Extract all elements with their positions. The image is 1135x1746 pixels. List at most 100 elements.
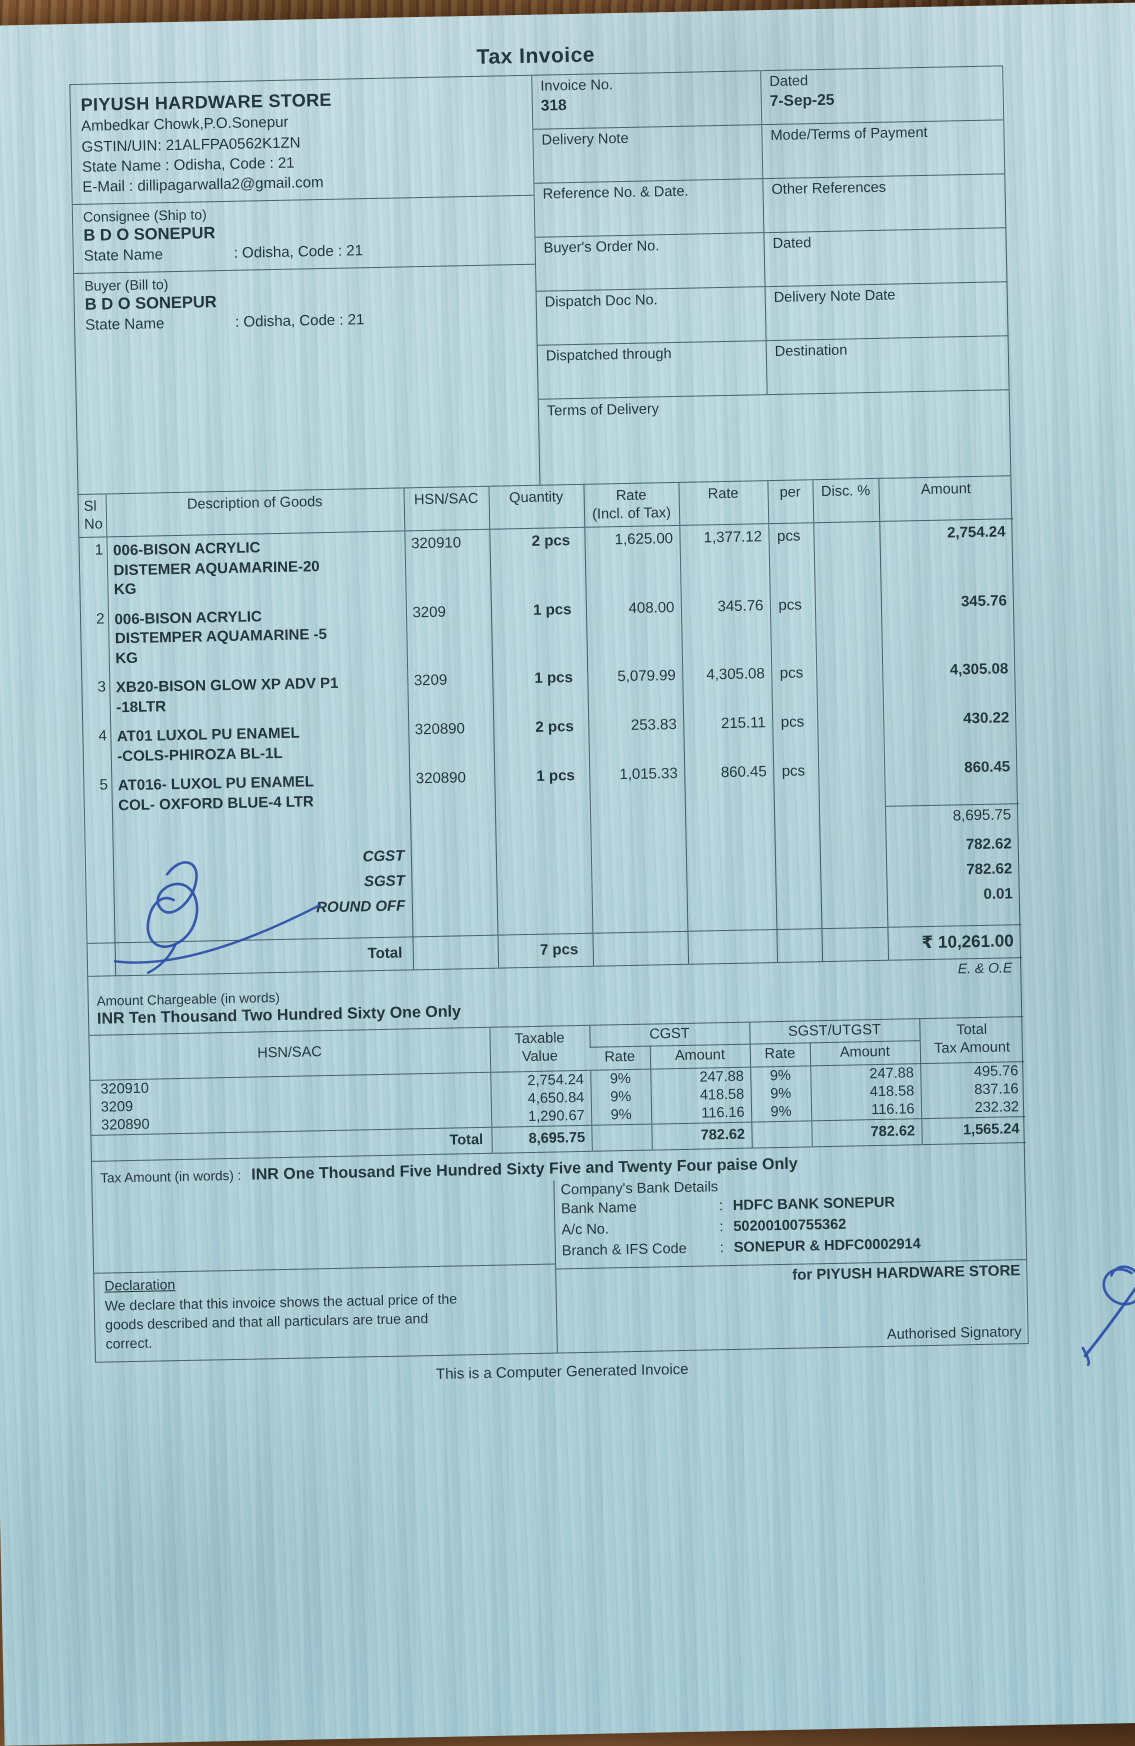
item-amount: 345.76 [881,588,1016,659]
colon: : [719,1196,733,1217]
colon: : [720,1238,734,1259]
tax-col-cgst-amount: Amount [650,1044,750,1068]
dated-value: 7-Sep-25 [770,88,995,111]
tax-cgst-rate: 9% [590,1069,650,1089]
tax-total-amount: 1,565.24 [921,1116,1026,1144]
tax-sgst-rate: 9% [751,1084,811,1103]
tax-summary-table: HSN/SAC Taxable Value CGST SGST/UTGST To… [89,1016,1025,1162]
item-per: pcs [773,758,819,808]
item-quantity: 1 pcs [494,763,590,814]
tax-total: 837.16 [920,1080,1024,1100]
item-quantity: 1 pcs [491,597,587,667]
item-per: pcs [768,523,814,593]
delivery-note-date-cell: Delivery Note Date [766,282,1008,340]
meta-row: Invoice No. 318 Dated 7-Sep-25 [532,66,1003,129]
branch-ifs-value: SONEPUR & HDFC0002914 [734,1234,921,1259]
bank-column: Company's Bank Details Bank Name : HDFC … [554,1171,1027,1352]
pen-signature-bottom [1057,1230,1135,1367]
tax-total-taxable: 8,695.75 [491,1125,592,1153]
sgst-amount: 782.62 [886,858,1020,886]
item-rate: 1,377.12 [679,524,769,595]
branch-ifs-label: Branch & IFS Code [562,1238,720,1262]
tax-cgst-amount: 418.58 [651,1085,751,1105]
tax-cgst-rate: 9% [591,1087,651,1106]
item-sl: 5 [84,773,112,823]
item-amount: 860.45 [884,754,1019,806]
consignee-block: Consignee (Ship to) B D O SONEPUR State … [73,196,535,274]
tax-total-cgst: 782.62 [651,1122,752,1150]
delivery-note-cell: Delivery Note [533,125,763,183]
col-amount: Amount [878,476,1013,521]
tax-sgst-amount: 247.88 [810,1063,920,1084]
item-amount: 2,754.24 [879,519,1014,591]
item-hsn: 320890 [409,765,495,816]
declaration-text: We declare that this invoice shows the a… [105,1288,547,1354]
item-description: AT016- LUXOL PU ENAMEL COL- OXFORD BLUE-… [111,767,410,822]
item-rate-incl: 1,625.00 [584,526,680,597]
dispatched-through-cell: Dispatched through [538,341,768,399]
tax-cgst-amount: 247.88 [650,1067,750,1088]
tax-taxable: 2,754.24 [490,1070,590,1091]
item-rate-incl: 408.00 [586,595,682,665]
item-rate-incl: 253.83 [588,712,684,763]
item-rate: 4,305.08 [682,661,772,712]
destination-cell: Destination [767,336,1009,394]
tax-taxable: 4,650.84 [491,1088,591,1108]
meta-row: Dispatched through Destination [538,336,1009,399]
item-sl: 4 [83,724,111,774]
total-quantity: 7 pcs [497,933,593,968]
meta-row: Reference No. & Date. Other References [534,174,1005,237]
item-per: pcs [771,660,817,710]
col-hsn: HSN/SAC [403,487,489,531]
tax-col-sgst-rate: Rate [750,1043,810,1067]
item-quantity: 2 pcs [493,714,589,765]
tax-sgst-rate: 9% [751,1102,811,1122]
item-hsn: 320890 [408,716,494,767]
col-per: per [767,480,813,524]
item-description: XB20-BISON GLOW XP ADV P1 -18LTR [109,669,408,724]
meta-row: Delivery Note Mode/Terms of Payment [533,120,1004,183]
item-description: 006-BISON ACRYLIC DISTEMPER AQUAMARINE -… [108,600,407,674]
item-hsn: 3209 [406,598,492,668]
cgst-amount: 782.62 [886,833,1020,861]
item-quantity: 1 pcs [492,665,588,716]
dated-label: Dated [769,69,994,90]
buyers-order-cell: Buyer's Order No. [535,233,765,291]
tax-total: 495.76 [920,1061,1024,1082]
buyer-state-label: State Name [85,314,235,334]
item-disc [816,659,883,709]
invoice-frame: PIYUSH HARDWARE STORE Ambedkar Chowk,P.O… [69,65,1028,1362]
tax-words-label: Tax Amount (in words) : [100,1167,241,1185]
account-no-value: 50200100755362 [733,1214,846,1237]
tax-sgst-rate: 9% [750,1065,810,1085]
tax-col-cgst: CGST [589,1022,749,1048]
dispatch-doc-cell: Dispatch Doc No. [537,287,767,345]
item-hsn: 3209 [407,667,493,718]
item-rate: 215.11 [683,710,773,761]
invoice-no-cell: Invoice No. 318 [532,71,762,129]
tax-col-hsn: HSN/SAC [89,1027,490,1080]
item-per: pcs [770,592,816,661]
item-hsn: 320910 [404,529,490,600]
header-section: PIYUSH HARDWARE STORE Ambedkar Chowk,P.O… [70,66,1010,495]
consignee-state-label: State Name [84,245,234,265]
seller-block: PIYUSH HARDWARE STORE Ambedkar Chowk,P.O… [70,76,533,206]
subtotal-amount: 8,695.75 [885,803,1020,836]
dated2-cell: Dated [764,228,1006,286]
tax-cgst-rate: 9% [591,1105,651,1125]
meta-row: Dispatch Doc No. Delivery Note Date [537,282,1008,345]
item-sl: 3 [82,675,110,725]
tax-cgst-amount: 116.16 [651,1103,751,1124]
invoice-no-value: 318 [541,93,753,115]
item-disc [813,522,880,592]
consignee-state-value: : Odisha, Code : 21 [234,243,364,263]
col-rate: Rate [678,481,768,526]
party-column: PIYUSH HARDWARE STORE Ambedkar Chowk,P.O… [70,76,540,494]
meta-row: Buyer's Order No. Dated [535,228,1006,291]
col-rate-incl: Rate (Incl. of Tax) [583,483,679,528]
col-quantity: Quantity [488,485,584,530]
item-quantity: 2 pcs [489,528,585,599]
item-sl: 2 [81,606,109,675]
tax-total: 232.32 [921,1098,1025,1119]
tax-col-total: Total Tax Amount [919,1016,1024,1063]
